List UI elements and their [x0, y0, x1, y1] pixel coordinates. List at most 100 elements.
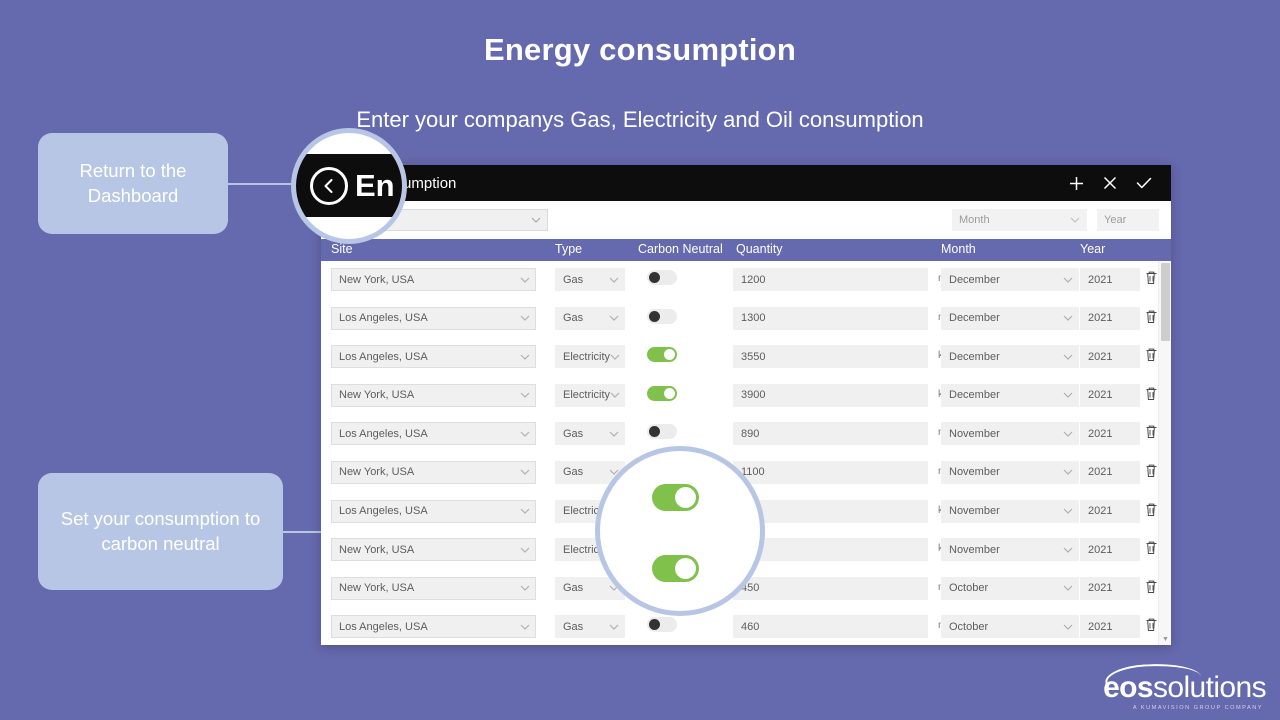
row-quantity-input[interactable]: 1300	[733, 306, 928, 330]
row-month-value: December	[949, 312, 1000, 325]
vertical-scrollbar[interactable]: ▲ ▼	[1158, 261, 1171, 645]
row-month-select[interactable]: November	[941, 538, 1079, 562]
filter-year-input[interactable]: Year	[1097, 209, 1159, 231]
row-type-select[interactable]: Gas	[555, 615, 625, 639]
row-carbon-neutral-toggle[interactable]	[647, 347, 677, 363]
row-site-select[interactable]: Los Angeles, USA	[331, 422, 536, 446]
row-month-value: November	[949, 466, 1000, 479]
row-carbon-neutral-toggle[interactable]	[647, 270, 677, 285]
row-year-value: 2021	[1088, 427, 1113, 440]
row-month-value: December	[949, 273, 1000, 286]
trash-icon[interactable]	[1145, 502, 1158, 517]
row-type-select[interactable]: Gas	[555, 422, 625, 446]
row-quantity-input[interactable]: 890	[733, 422, 928, 446]
row-site-select[interactable]: New York, USA	[331, 460, 536, 484]
row-site-select[interactable]: New York, USA	[331, 576, 536, 600]
row-year-input[interactable]: 2021	[1080, 268, 1140, 291]
filter-month-select[interactable]: Month	[952, 209, 1087, 231]
row-year-input[interactable]: 2021	[1080, 383, 1140, 407]
row-year-input[interactable]: 2021	[1080, 538, 1140, 562]
app-titlebar: Consumption	[321, 165, 1171, 201]
row-month-select[interactable]: October	[941, 576, 1079, 600]
row-type-select[interactable]: Gas	[555, 268, 625, 291]
row-month-value: November	[949, 505, 1000, 518]
row-year-input[interactable]: 2021	[1080, 499, 1140, 523]
trash-icon[interactable]	[1145, 347, 1158, 362]
row-site-select[interactable]: Los Angeles, USA	[331, 615, 536, 639]
row-year-input[interactable]: 2021	[1080, 615, 1140, 639]
trash-icon[interactable]	[1145, 386, 1158, 401]
magnified-toggle-on[interactable]	[652, 484, 699, 511]
trash-icon[interactable]	[1145, 270, 1158, 285]
back-arrow-icon[interactable]	[310, 166, 348, 205]
toggle-knob	[649, 619, 660, 631]
chevron-down-icon	[1063, 508, 1073, 514]
row-year-input[interactable]: 2021	[1080, 576, 1140, 600]
row-month-select[interactable]: December	[941, 383, 1079, 407]
row-type-select[interactable]: Electricity	[555, 383, 625, 407]
row-month-select[interactable]: October	[941, 615, 1079, 639]
row-year-value: 2021	[1088, 543, 1113, 556]
row-month-select[interactable]: December	[941, 345, 1079, 369]
trash-icon[interactable]	[1145, 463, 1158, 478]
row-site-select[interactable]: New York, USA	[331, 538, 536, 562]
row-quantity-input[interactable]: 3550	[733, 345, 928, 369]
chevron-down-icon	[531, 217, 541, 223]
chevron-down-icon	[520, 431, 530, 437]
row-site-select[interactable]: Los Angeles, USA	[331, 499, 536, 523]
row-type-select[interactable]: Electricity	[555, 345, 625, 369]
column-header-month: Month	[941, 242, 976, 256]
callout-dashboard-text: Return to the Dashboard	[79, 159, 187, 206]
row-carbon-neutral-toggle[interactable]	[647, 617, 677, 633]
row-type-select[interactable]: Gas	[555, 306, 625, 330]
row-year-value: 2021	[1088, 582, 1113, 595]
row-quantity-input[interactable]: 1200	[733, 268, 928, 291]
magnified-toggle-on[interactable]	[652, 555, 699, 582]
logo-wordmark: eossolutions	[1103, 673, 1267, 703]
confirm-check-icon[interactable]	[1127, 167, 1161, 199]
row-type-select[interactable]: Gas	[555, 576, 625, 600]
row-quantity-input[interactable]: 450	[733, 576, 928, 600]
chevron-down-icon	[520, 547, 530, 553]
trash-icon[interactable]	[1145, 424, 1158, 439]
row-site-select[interactable]: New York, USA	[331, 268, 536, 291]
row-quantity-input[interactable]: 1100	[733, 460, 928, 484]
trash-icon[interactable]	[1145, 579, 1158, 594]
scrollbar-thumb[interactable]	[1161, 263, 1170, 341]
trash-icon[interactable]	[1145, 540, 1158, 555]
row-month-value: December	[949, 389, 1000, 402]
chevron-down-icon	[609, 469, 619, 476]
row-year-input[interactable]: 2021	[1080, 345, 1140, 369]
row-quantity-input[interactable]	[733, 499, 928, 523]
scroll-down-arrow-icon[interactable]: ▼	[1162, 636, 1169, 643]
row-year-input[interactable]: 2021	[1080, 460, 1140, 484]
row-year-input[interactable]: 2021	[1080, 306, 1140, 330]
row-month-select[interactable]: November	[941, 499, 1079, 523]
row-type-select[interactable]: Gas	[555, 460, 625, 484]
row-site-select[interactable]: Los Angeles, USA	[331, 345, 536, 369]
callout-neutral-text: Set your consumption to carbon neutral	[60, 507, 261, 554]
row-year-value: 2021	[1088, 466, 1113, 479]
trash-icon[interactable]	[1145, 309, 1158, 324]
toggle-knob	[675, 558, 696, 579]
row-month-select[interactable]: November	[941, 460, 1079, 484]
close-icon[interactable]	[1093, 167, 1127, 199]
row-quantity-input[interactable]: 460	[733, 615, 928, 639]
row-carbon-neutral-toggle[interactable]	[647, 424, 677, 440]
toggle-knob	[649, 272, 660, 283]
chevron-down-icon	[520, 277, 530, 283]
row-month-select[interactable]: December	[941, 306, 1079, 330]
row-site-select[interactable]: New York, USA	[331, 383, 536, 407]
row-quantity-input[interactable]	[733, 538, 928, 562]
row-carbon-neutral-toggle[interactable]	[647, 308, 677, 324]
row-month-select[interactable]: December	[941, 268, 1079, 291]
row-year-input[interactable]: 2021	[1080, 422, 1140, 446]
row-month-select[interactable]: November	[941, 422, 1079, 446]
row-month-value: December	[949, 350, 1000, 363]
trash-icon[interactable]	[1145, 617, 1158, 632]
add-icon[interactable]	[1059, 167, 1093, 199]
row-carbon-neutral-toggle[interactable]	[647, 385, 677, 401]
row-site-select[interactable]: Los Angeles, USA	[331, 306, 536, 330]
row-quantity-input[interactable]: 3900	[733, 383, 928, 407]
